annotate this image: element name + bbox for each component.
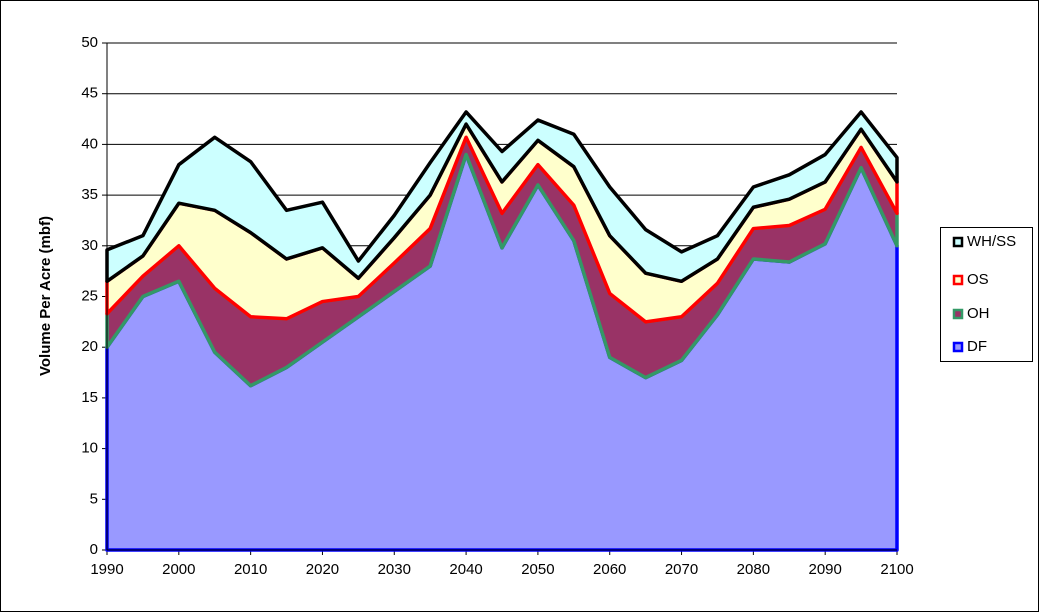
y-tick-label: 40 bbox=[81, 135, 98, 152]
y-tick-label: 45 bbox=[81, 85, 98, 102]
x-tick-label: 2070 bbox=[665, 561, 698, 578]
legend-swatch bbox=[952, 308, 964, 320]
x-tick-label: 2040 bbox=[449, 561, 482, 578]
y-tick-label: 10 bbox=[81, 440, 98, 457]
x-tick-label: 2010 bbox=[234, 561, 267, 578]
legend-label: WH/SS bbox=[967, 233, 1016, 250]
x-tick-label: 2000 bbox=[162, 561, 195, 578]
y-tick-label: 0 bbox=[90, 541, 98, 558]
legend-label: OS bbox=[967, 271, 989, 288]
y-tick-label: 30 bbox=[81, 237, 98, 254]
area bbox=[105, 110, 899, 284]
legend-swatch bbox=[952, 274, 964, 286]
x-tick-label: 2090 bbox=[808, 561, 841, 578]
legend-label: DF bbox=[967, 338, 987, 355]
legend-swatch bbox=[952, 341, 964, 353]
legend-label: OH bbox=[967, 305, 990, 322]
y-tick-label: 5 bbox=[90, 490, 98, 507]
legend-box bbox=[940, 227, 1033, 362]
x-tick-label: 1990 bbox=[90, 561, 123, 578]
legend-swatch bbox=[952, 236, 964, 248]
y-tick-label: 20 bbox=[81, 338, 98, 355]
y-tick-label: 25 bbox=[81, 287, 98, 304]
y-tick-label: 35 bbox=[81, 186, 98, 203]
x-tick-label: 2050 bbox=[521, 561, 554, 578]
x-tick-label: 2060 bbox=[593, 561, 626, 578]
x-tick-label: 2080 bbox=[737, 561, 770, 578]
y-tick-label: 50 bbox=[81, 34, 98, 51]
x-tick-label: 2020 bbox=[306, 561, 339, 578]
x-tick-label: 2100 bbox=[880, 561, 913, 578]
y-axis-label: Volume Per Acre (mbf) bbox=[37, 216, 54, 376]
x-tick-label: 2030 bbox=[378, 561, 411, 578]
y-tick-label: 15 bbox=[81, 389, 98, 406]
